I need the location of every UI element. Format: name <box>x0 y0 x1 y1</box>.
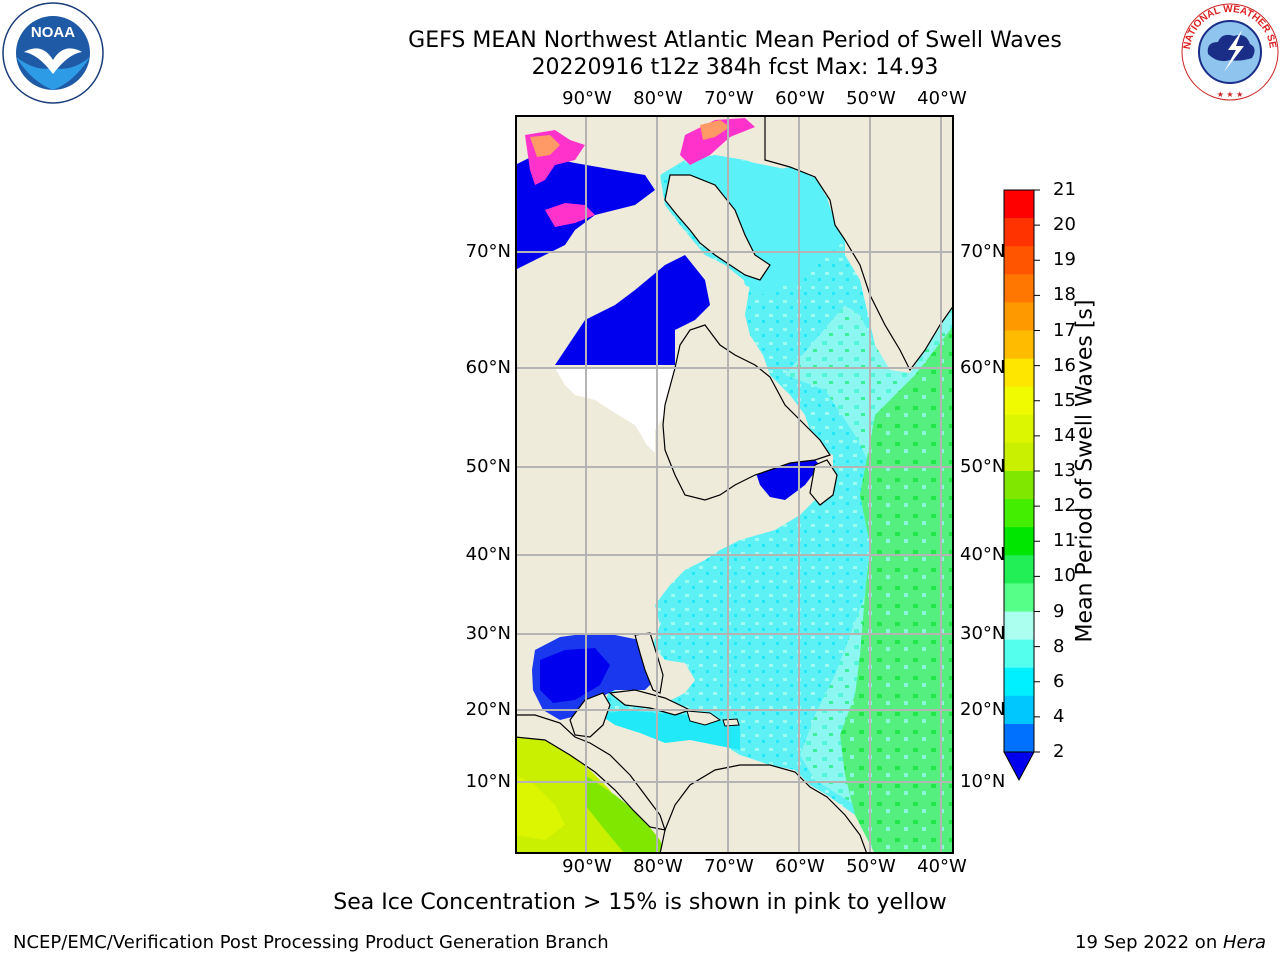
lat-label-left: 20°N <box>465 699 511 720</box>
colorbar-band <box>1004 583 1034 612</box>
baffin-island <box>664 174 771 281</box>
lon-label-bottom: 90°W <box>562 856 612 877</box>
lat-label-left: 50°N <box>465 456 511 477</box>
colorbar-tick-label: 19 <box>1053 249 1076 271</box>
colorbar-tick-label: 14 <box>1053 424 1076 446</box>
swell-period-map <box>515 115 954 854</box>
newfoundland <box>809 459 838 506</box>
colorbar-tick-label: 11 <box>1053 530 1076 552</box>
colorbar-band <box>1004 723 1034 753</box>
lon-label-top: 40°W <box>917 88 967 109</box>
colorbar-band <box>1004 471 1034 500</box>
lon-label-bottom: 60°W <box>775 856 825 877</box>
puerto-rico <box>722 718 740 727</box>
colorbar-band <box>1004 499 1034 528</box>
colorbar-band <box>1004 190 1034 219</box>
greenland <box>764 115 954 372</box>
lat-label-left: 10°N <box>465 771 511 792</box>
lon-label-bottom: 40°W <box>917 856 967 877</box>
graticule <box>515 115 954 854</box>
lat-label-left: 60°N <box>465 357 511 378</box>
colorbar-tick-label: 9 <box>1053 600 1065 622</box>
east-green-band <box>840 325 954 854</box>
colorbar-band <box>1004 358 1034 388</box>
nws-logo: NATIONAL WEATHER SERVICE ★ ★ ★ <box>1180 2 1279 101</box>
lon-label-top: 70°W <box>704 88 754 109</box>
colorbar-band <box>1004 414 1034 444</box>
footer-date-text: 19 Sep 2022 on <box>1075 932 1223 953</box>
colorbar-band <box>1004 695 1034 725</box>
colorbar-band <box>1004 218 1034 247</box>
lat-label-left: 30°N <box>465 623 511 644</box>
colorbar-tick-label: 18 <box>1053 284 1076 306</box>
svg-text:NOAA: NOAA <box>31 24 75 41</box>
colorbar-band <box>1004 246 1034 275</box>
lat-label-left: 40°N <box>465 544 511 565</box>
colorbar-band <box>1004 274 1034 303</box>
footer-machine: Hera <box>1222 932 1266 953</box>
sea-ice-pink-2 <box>680 118 755 165</box>
sea-ice-note: Sea Ice Concentration > 15% is shown in … <box>333 890 947 915</box>
colorbar-tick-label: 10 <box>1053 565 1076 587</box>
footer-date: 19 Sep 2022 on Hera <box>1075 932 1266 953</box>
lat-label-right: 30°N <box>960 623 1006 644</box>
colorbar-tick-label: 15 <box>1053 389 1076 411</box>
lat-label-right: 40°N <box>960 544 1006 565</box>
hispaniola <box>686 710 722 726</box>
colorbar-tick-label: 20 <box>1053 214 1076 236</box>
lon-label-bottom: 70°W <box>704 856 754 877</box>
cuba <box>608 689 692 716</box>
sea-ice-pink-3 <box>545 203 595 227</box>
colorbar-tick-label: 17 <box>1053 319 1076 341</box>
colorbar-tick-label: 13 <box>1053 460 1076 481</box>
lon-label-top: 50°W <box>846 88 896 109</box>
central-america <box>515 714 666 831</box>
colorbar <box>1003 189 1040 782</box>
colorbar-tick-label: 8 <box>1053 635 1065 657</box>
gulf-deep <box>540 648 610 703</box>
lat-label-right: 50°N <box>960 456 1006 477</box>
colorbar-tick-label: 6 <box>1053 670 1065 692</box>
colorbar-tick-label: 2 <box>1053 741 1065 762</box>
lat-label-right: 20°N <box>960 699 1006 720</box>
map-panel <box>515 115 954 854</box>
colorbar-band <box>1004 555 1034 584</box>
lat-label-right: 70°N <box>960 241 1006 262</box>
colorbar-tick-label: 12 <box>1053 495 1076 517</box>
sea-ice-orange <box>530 135 560 157</box>
lat-label-left: 70°N <box>465 241 511 262</box>
sea-ice-orange-2 <box>700 120 730 140</box>
lon-label-top: 80°W <box>633 88 683 109</box>
colorbar-band <box>1004 667 1034 697</box>
svg-text:★ ★ ★: ★ ★ ★ <box>1217 90 1244 99</box>
south-america <box>659 764 868 854</box>
eastern-pacific-yellow <box>515 775 565 840</box>
lat-label-right: 10°N <box>960 771 1006 792</box>
colorbar-tick-label: 16 <box>1053 354 1076 376</box>
colorbar-under-arrow <box>1003 751 1035 782</box>
lon-label-top: 60°W <box>775 88 825 109</box>
colorbar-band <box>1004 442 1034 472</box>
lat-label-right: 60°N <box>960 357 1006 378</box>
colorbar-label: Mean Period of Swell Waves [s] <box>1072 299 1098 643</box>
lon-label-bottom: 50°W <box>846 856 896 877</box>
colorbar-band <box>1004 386 1034 416</box>
footer-credit: NCEP/EMC/Verification Post Processing Pr… <box>13 932 609 953</box>
colorbar-tick-label: 4 <box>1053 705 1065 727</box>
noaa-logo: NOAA <box>2 2 104 104</box>
colorbar-band <box>1004 611 1034 641</box>
lon-label-top: 90°W <box>562 88 612 109</box>
colorbar-band <box>1004 639 1034 669</box>
lon-label-bottom: 80°W <box>633 856 683 877</box>
map-subtitle: 20220916 t12z 384h fcst Max: 14.93 <box>531 55 939 80</box>
colorbar-band <box>1004 527 1034 556</box>
map-title: GEFS MEAN Northwest Atlantic Mean Period… <box>408 28 1062 53</box>
hudson-bay <box>555 255 710 365</box>
colorbar-band <box>1004 302 1034 331</box>
yucatan <box>569 692 611 738</box>
colorbar-tick-label: 21 <box>1053 179 1076 200</box>
eastern-pacific-green <box>585 775 665 854</box>
colorbar-band <box>1004 330 1034 360</box>
